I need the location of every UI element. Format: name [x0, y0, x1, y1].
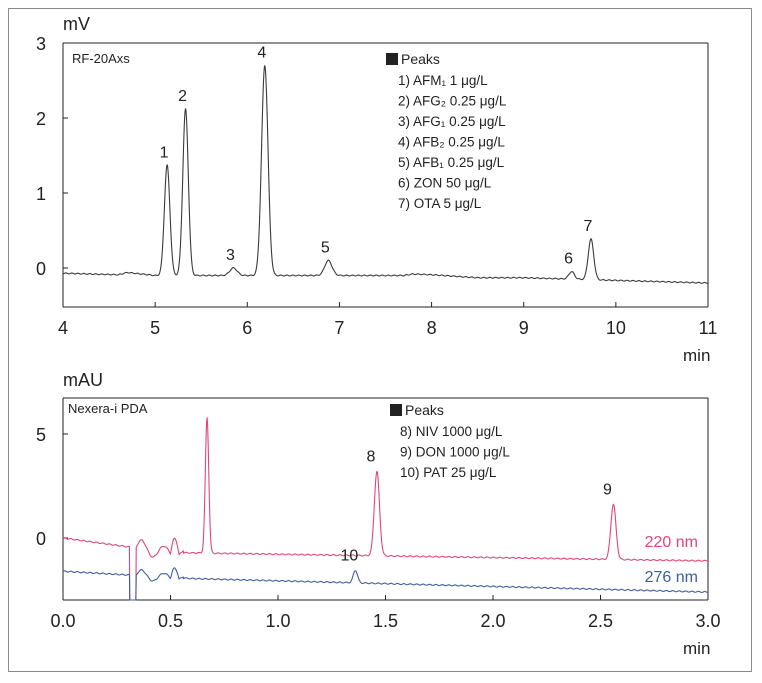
- bottom-legend-items: 8) NIV 1000 μg/L 9) DON 1000 μg/L 10) PAT …: [400, 424, 510, 480]
- top-peak-labels: 1 2 3 4 5 67: [160, 45, 593, 268]
- top-x-tick-label: 10: [606, 318, 626, 338]
- bottom-traces: [62, 416, 709, 601]
- top-y-tick-label: 0: [36, 259, 46, 279]
- top-legend-entry: 5) AFB₁ 0.25 μg/L: [398, 155, 505, 170]
- bottom-x-axis-unit: min: [683, 639, 710, 658]
- bottom-legend-entry: 10) PAT 25 μg/L: [400, 465, 497, 480]
- bottom-x-tick-label: 1.0: [265, 611, 290, 631]
- top-peak-label: 2: [178, 88, 187, 105]
- bottom-peak-label: 8: [366, 449, 375, 466]
- top-legend-entry: 2) AFG₂ 0.25 μg/L: [398, 94, 507, 109]
- bottom-series-label: 276 nm: [645, 569, 698, 586]
- bottom-x-tick-label: 0.5: [158, 611, 183, 631]
- bottom-x-tick-label: 1.5: [373, 611, 398, 631]
- top-peak-label: 5: [321, 240, 330, 257]
- top-x-tick-label: 11: [699, 318, 718, 338]
- top-legend-swatch-icon: [386, 53, 398, 65]
- bottom-series-labels: 220 nm 276 nm: [645, 534, 698, 586]
- bottom-legend-entry: 8) NIV 1000 μg/L: [400, 424, 503, 439]
- top-legend-items: 1) AFM₁ 1 μg/L 2) AFG₂ 0.25 μg/L 3) AFG₁ 0…: [398, 73, 507, 211]
- bottom-peak-label: 10: [341, 547, 359, 564]
- bottom-x-tick-label: 3.0: [695, 611, 720, 631]
- top-legend-entry: 4) AFB₂ 0.25 μg/L: [398, 135, 505, 150]
- top-peak-label: 1: [160, 144, 169, 161]
- figure-frame: [8, 8, 752, 672]
- top-y-axis-unit: mV: [63, 14, 90, 34]
- top-legend-entry: 6) ZON 50 μg/L: [398, 176, 492, 191]
- top-instrument-label: RF-20Axs: [72, 51, 130, 66]
- bottom-x-tick-label: 0.0: [50, 611, 75, 631]
- top-y-tick-label: 2: [36, 109, 46, 129]
- bottom-x-tick-label: 2.0: [480, 611, 505, 631]
- top-y-tick-label: 1: [36, 184, 46, 204]
- top-peak-label: 7: [584, 218, 593, 235]
- bottom-series-label: 220 nm: [645, 534, 698, 551]
- top-x-tick-label: 5: [150, 318, 160, 338]
- bottom-x-ticks: 0.0 0.5 1.0 1.5 2.0 2.5 3.0: [50, 595, 721, 631]
- bottom-peak-label: 9: [603, 481, 612, 498]
- top-legend-title: Peaks: [401, 51, 440, 67]
- top-y-ticks: 0 1 2 3: [36, 34, 68, 279]
- top-x-tick-label: 4: [58, 318, 68, 338]
- top-peak-label: 3: [226, 247, 235, 264]
- bottom-legend: Peaks 8) NIV 1000 μg/L 9) DON 1000 μg/L 10…: [390, 402, 510, 480]
- top-x-axis-unit: min: [683, 346, 710, 365]
- top-chromatogram-trace: [62, 65, 709, 284]
- top-x-ticks: 4 5 6 7 8 9 10 11: [58, 302, 717, 338]
- bottom-trace-1: [62, 567, 709, 601]
- top-peak-label: 6: [564, 251, 573, 268]
- top-legend-entry: 7) OTA 5 μg/L: [398, 196, 482, 211]
- top-peak-label: 4: [257, 45, 266, 62]
- top-legend-entry: 3) AFG₁ 0.25 μg/L: [398, 114, 506, 129]
- top-legend-entry: 1) AFM₁ 1 μg/L: [398, 73, 488, 88]
- bottom-x-tick-label: 2.5: [588, 611, 613, 631]
- bottom-y-tick-label: 0: [36, 529, 46, 549]
- top-y-tick-label: 3: [36, 34, 46, 54]
- top-x-tick-label: 7: [334, 318, 344, 338]
- bottom-y-tick-label: 5: [36, 425, 46, 445]
- top-x-tick-label: 8: [427, 318, 437, 338]
- bottom-chart: mAU 0.0 0.5 1.0 1.5 2.0 2.5 3.0 0 5 min Nexera-…: [36, 370, 721, 658]
- top-x-tick-label: 9: [519, 318, 529, 338]
- top-legend: Peaks 1) AFM₁ 1 μg/L 2) AFG₂ 0.25 μg/L 3) …: [386, 51, 507, 211]
- bottom-legend-swatch-icon: [390, 404, 402, 416]
- bottom-instrument-label: Nexera-i PDA: [68, 401, 148, 416]
- bottom-legend-title: Peaks: [405, 402, 444, 418]
- bottom-legend-entry: 9) DON 1000 μg/L: [400, 445, 510, 460]
- bottom-peak-labels: 8 9 10: [341, 449, 612, 565]
- bottom-trace-0: [62, 416, 709, 601]
- top-x-tick-label: 6: [242, 318, 252, 338]
- bottom-y-axis-unit: mAU: [63, 370, 103, 390]
